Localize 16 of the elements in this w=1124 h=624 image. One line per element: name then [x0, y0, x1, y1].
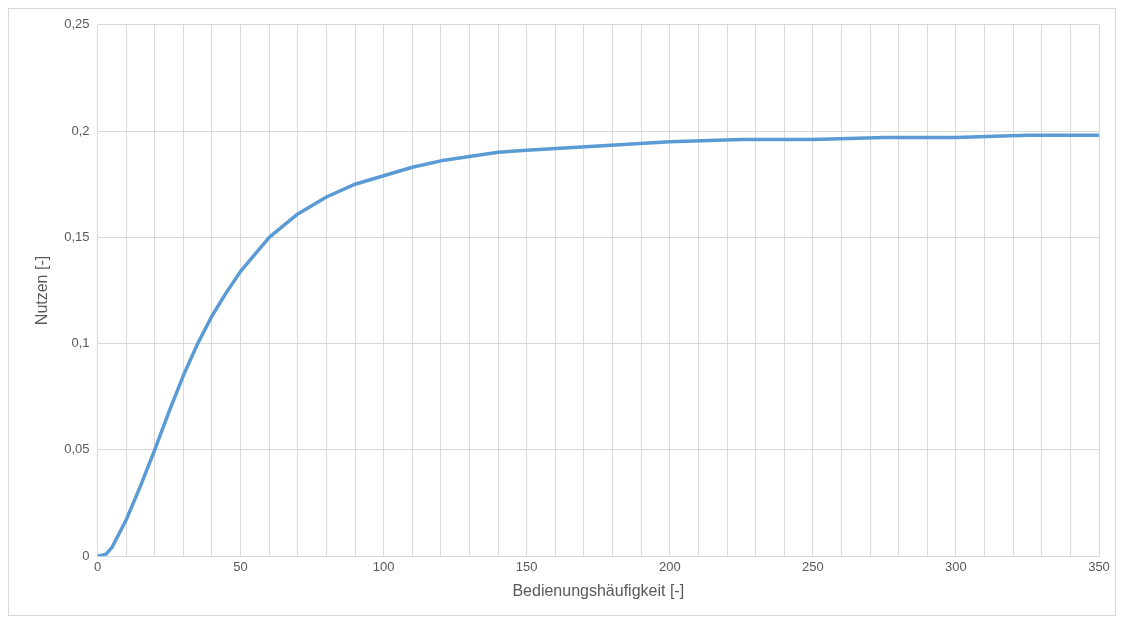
y-tick-label: 0,1: [71, 335, 90, 351]
x-tick-label: 250: [802, 558, 824, 574]
y-tick-label: 0,05: [64, 441, 90, 457]
x-tick-label: 100: [372, 558, 395, 574]
x-tick-label: 300: [945, 558, 967, 574]
x-tick-label: 0: [93, 558, 102, 574]
y-tick-label: 0,2: [71, 122, 90, 138]
x-tick-label: 350: [1088, 558, 1110, 574]
x-tick-label: 50: [233, 558, 248, 574]
y-tick-label: 0: [82, 547, 90, 563]
x-tick-label: 150: [515, 558, 538, 574]
x-axis-title: Bedienungshäufigkeit [-]: [512, 581, 685, 599]
y-axis-title: Nutzen [-]: [33, 255, 51, 326]
y-tick-label: 0,25: [64, 16, 90, 32]
y-tick-label: 0,15: [64, 228, 90, 244]
x-tick-label: 200: [658, 558, 681, 574]
